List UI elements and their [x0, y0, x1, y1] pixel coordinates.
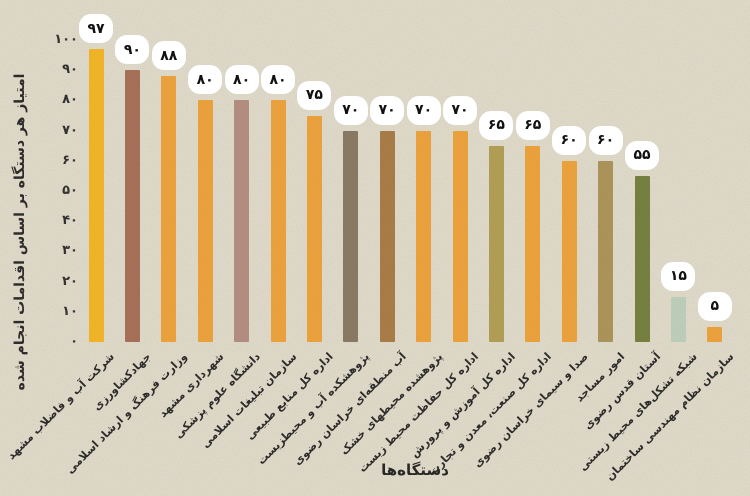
bar-value-bubble: ۸۰ [188, 65, 223, 95]
bar-value-bubble: ۶۵ [515, 110, 550, 140]
bar-value-bubble: ۷۰ [333, 95, 368, 125]
bar-value-bubble: ۶۰ [552, 125, 587, 155]
bar [561, 160, 577, 342]
category-label: شهرداری مشهد [156, 350, 227, 421]
bar [416, 130, 432, 342]
bar [306, 115, 322, 342]
bar [379, 130, 395, 342]
bar-value-bubble: ۹۷ [79, 14, 113, 44]
bar-value-bubble: ۷۰ [406, 95, 441, 125]
bar-value-bubble: ۸۰ [224, 65, 259, 95]
bar [670, 296, 686, 342]
y-tick-label: ۳۰ [62, 243, 78, 259]
bar [634, 175, 650, 342]
y-tick-label: ۶۰ [62, 152, 78, 168]
bar [707, 326, 723, 342]
x-axis-title: دستگاه‌ها [381, 461, 449, 479]
bar-value-bubble: ۶۰ [588, 125, 623, 155]
bar [197, 100, 213, 342]
bar-value-bubble: ۷۵ [297, 80, 332, 110]
bar-value-bubble: ۸۸ [151, 41, 186, 71]
y-tick-label: ۰ [70, 334, 78, 349]
bar-value-bubble: ۵ [697, 291, 732, 321]
bar [270, 100, 286, 342]
y-tick-label: ۲۰ [62, 273, 78, 289]
bar [598, 160, 614, 342]
bar-value-bubble: ۵۵ [625, 140, 659, 170]
bar-value-bubble: ۱۵ [661, 261, 696, 291]
bar-value-bubble: ۸۰ [261, 65, 295, 95]
bar-value-bubble: ۷۰ [443, 95, 477, 125]
bar-value-bubble: ۶۵ [479, 110, 514, 140]
bar [452, 130, 468, 342]
y-tick-label: ۷۰ [62, 122, 78, 138]
y-tick-label: ۵۰ [62, 183, 78, 198]
bar [161, 76, 177, 342]
y-tick-label: ۴۰ [62, 213, 78, 229]
bar [88, 49, 104, 342]
bar [488, 145, 504, 342]
y-tick-label: ۱۰ [62, 303, 78, 319]
y-tick-label: ۸۰ [62, 92, 78, 108]
bar [234, 100, 250, 342]
bar [525, 145, 541, 342]
bar [343, 130, 359, 342]
y-tick-label: ۹۰ [62, 62, 78, 78]
bar-value-bubble: ۹۰ [115, 35, 150, 65]
y-tick-label: ۱۰۰ [54, 32, 78, 47]
bar-value-bubble: ۷۰ [370, 95, 405, 125]
bar [124, 70, 140, 342]
